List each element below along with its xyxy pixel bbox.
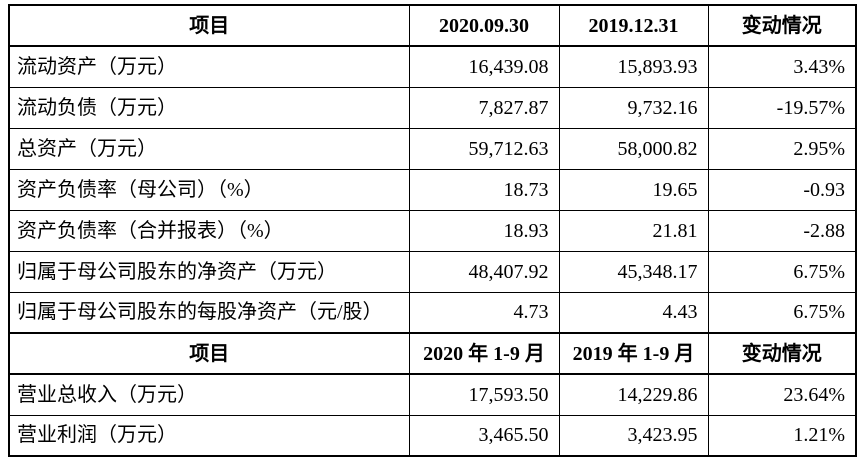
row-label: 营业利润（万元）	[8, 414, 410, 457]
row-label: 资产负债率（母公司）（%）	[8, 168, 410, 211]
table-row: 营业利润（万元） 3,465.50 3,423.95 1.21%	[8, 414, 857, 457]
row-value-2: 19.65	[558, 168, 709, 211]
row-change: 3.43%	[707, 45, 857, 88]
row-label: 总资产（万元）	[8, 127, 410, 170]
row-change: 6.75%	[707, 250, 857, 293]
row-value-2: 45,348.17	[558, 250, 709, 293]
row-value-2: 58,000.82	[558, 127, 709, 170]
table-row: 资产负债率（母公司）（%） 18.73 19.65 -0.93	[8, 168, 857, 211]
header-date-2020: 2020.09.30	[408, 4, 560, 47]
row-label: 归属于母公司股东的净资产（万元）	[8, 250, 410, 293]
row-change: 23.64%	[707, 373, 857, 416]
header-item: 项目	[8, 332, 410, 375]
row-value-1: 48,407.92	[408, 250, 560, 293]
header-item: 项目	[8, 4, 410, 47]
row-change: 2.95%	[707, 127, 857, 170]
table-row: 流动负债（万元） 7,827.87 9,732.16 -19.57%	[8, 86, 857, 129]
table-header-row-balance: 项目 2020.09.30 2019.12.31 变动情况	[8, 4, 857, 47]
table-row: 归属于母公司股东的每股净资产（元/股） 4.73 4.43 6.75%	[8, 291, 857, 334]
table-row: 营业总收入（万元） 17,593.50 14,229.86 23.64%	[8, 373, 857, 416]
row-value-2: 15,893.93	[558, 45, 709, 88]
row-value-1: 18.73	[408, 168, 560, 211]
row-value-1: 59,712.63	[408, 127, 560, 170]
row-label: 营业总收入（万元）	[8, 373, 410, 416]
table-row: 总资产（万元） 59,712.63 58,000.82 2.95%	[8, 127, 857, 170]
table-header-row-income: 项目 2020 年 1-9 月 2019 年 1-9 月 变动情况	[8, 332, 857, 375]
table-row: 资产负债率（合并报表）（%） 18.93 21.81 -2.88	[8, 209, 857, 252]
row-change: 1.21%	[707, 414, 857, 457]
row-label: 资产负债率（合并报表）（%）	[8, 209, 410, 252]
table-row: 归属于母公司股东的净资产（万元） 48,407.92 45,348.17 6.7…	[8, 250, 857, 293]
header-change: 变动情况	[707, 4, 857, 47]
header-period-2019: 2019 年 1-9 月	[558, 332, 709, 375]
row-value-1: 17,593.50	[408, 373, 560, 416]
row-value-2: 21.81	[558, 209, 709, 252]
row-value-1: 4.73	[408, 291, 560, 334]
header-period-2020: 2020 年 1-9 月	[408, 332, 560, 375]
table-row: 流动资产（万元） 16,439.08 15,893.93 3.43%	[8, 45, 857, 88]
row-label: 流动资产（万元）	[8, 45, 410, 88]
financial-comparison-table: 项目 2020.09.30 2019.12.31 变动情况 流动资产（万元） 1…	[8, 4, 857, 457]
row-value-1: 16,439.08	[408, 45, 560, 88]
row-value-1: 3,465.50	[408, 414, 560, 457]
row-value-2: 9,732.16	[558, 86, 709, 129]
row-label: 流动负债（万元）	[8, 86, 410, 129]
row-value-1: 7,827.87	[408, 86, 560, 129]
row-value-2: 4.43	[558, 291, 709, 334]
row-change: -19.57%	[707, 86, 857, 129]
row-value-1: 18.93	[408, 209, 560, 252]
row-value-2: 14,229.86	[558, 373, 709, 416]
row-label: 归属于母公司股东的每股净资产（元/股）	[8, 291, 410, 334]
row-value-2: 3,423.95	[558, 414, 709, 457]
row-change: 6.75%	[707, 291, 857, 334]
header-date-2019: 2019.12.31	[558, 4, 709, 47]
row-change: -0.93	[707, 168, 857, 211]
header-change: 变动情况	[707, 332, 857, 375]
row-change: -2.88	[707, 209, 857, 252]
